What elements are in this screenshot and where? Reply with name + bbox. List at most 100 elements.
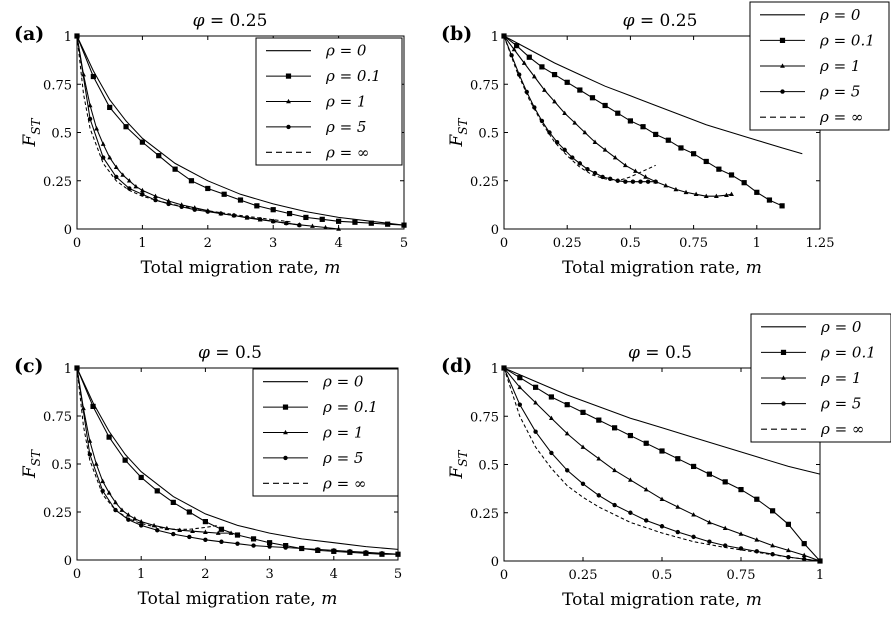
data-point <box>643 174 648 179</box>
data-point <box>612 425 618 431</box>
data-point <box>100 141 106 146</box>
data-point <box>554 139 560 145</box>
data-point <box>532 105 537 110</box>
y-tick-label: 0.5 <box>478 459 499 474</box>
y-tick-label: 0.75 <box>470 78 499 93</box>
data-point <box>517 402 522 407</box>
series-0 <box>503 35 803 155</box>
data-point <box>106 490 112 495</box>
series-line <box>503 35 783 207</box>
series-line <box>76 367 399 550</box>
data-point <box>612 502 617 508</box>
data-point <box>539 64 545 70</box>
x-tick-label: 5 <box>394 567 402 582</box>
series-3 <box>501 33 658 184</box>
data-point <box>786 554 791 560</box>
data-point <box>580 481 586 486</box>
data-point <box>585 166 590 172</box>
x-tick-label: 2 <box>204 236 212 251</box>
y-axis-label-main: F <box>447 134 467 148</box>
data-point <box>231 213 237 218</box>
data-point <box>663 182 669 188</box>
data-point <box>602 102 608 109</box>
data-point <box>153 197 158 203</box>
chart-title: φ = 0.5 <box>628 343 692 363</box>
legend-marker <box>283 429 288 435</box>
data-point <box>139 523 144 528</box>
legend: ρ = 0 ρ = 0.1 ρ = 1 ρ = 5 ρ = ∞ <box>750 313 891 443</box>
y-tick-label: 0 <box>64 554 72 569</box>
data-point <box>251 543 256 548</box>
data-point <box>106 434 112 440</box>
x-tick-label: 1 <box>816 568 824 583</box>
data-point <box>524 89 529 95</box>
data-point <box>754 549 759 554</box>
legend-entry: ρ = ∞ <box>819 108 863 126</box>
y-axis-label: FST <box>20 449 43 479</box>
x-tick-label: 5 <box>400 236 408 251</box>
x-tick-label: 1.25 <box>806 236 835 251</box>
data-point <box>582 129 588 135</box>
data-point <box>738 546 744 551</box>
data-point <box>640 124 646 130</box>
series-4 <box>76 35 293 223</box>
legend-entry: ρ = 1 <box>322 424 363 442</box>
data-point <box>368 220 374 226</box>
data-point <box>254 203 260 209</box>
data-point <box>323 224 328 230</box>
data-point <box>521 60 527 65</box>
data-point <box>549 450 554 456</box>
data-point <box>154 488 160 494</box>
data-point <box>138 474 144 481</box>
data-point <box>284 221 289 226</box>
x-tick-label: 1 <box>138 236 146 251</box>
data-point <box>691 512 696 517</box>
data-point <box>531 73 537 79</box>
data-point <box>675 456 681 462</box>
x-axis-label-text: Total migration rate, <box>562 590 746 610</box>
data-point <box>728 172 735 178</box>
data-point <box>703 193 709 198</box>
series-line <box>503 35 732 197</box>
y-tick-label: 1 <box>491 30 499 45</box>
data-point <box>188 178 195 184</box>
data-point <box>770 542 775 548</box>
y-tick-label: 0.5 <box>51 127 72 142</box>
chart-title: φ = 0.25 <box>193 11 268 31</box>
x-tick-label: 3 <box>269 236 277 251</box>
legend-marker <box>780 89 785 94</box>
data-point <box>693 191 699 197</box>
panel-letter: (c) <box>14 355 44 377</box>
data-point <box>218 211 224 216</box>
data-point <box>754 189 760 195</box>
data-point <box>638 179 643 184</box>
data-point <box>707 539 712 544</box>
x-tick-label: 0 <box>73 567 81 582</box>
data-point <box>113 499 118 505</box>
data-point <box>691 534 696 540</box>
data-point <box>151 522 157 528</box>
legend-entry: ρ = 1 <box>820 369 861 387</box>
data-point <box>94 126 100 131</box>
data-point <box>114 174 119 180</box>
data-point <box>729 191 734 197</box>
x-tick-label: 1 <box>137 567 145 582</box>
legend-entry: ρ = 0 <box>820 318 862 336</box>
legend: ρ = 0 ρ = 0.1 ρ = 1 ρ = 5 ρ = ∞ <box>252 368 399 497</box>
data-point <box>691 463 697 470</box>
x-axis-label-var: m <box>746 258 762 278</box>
legend-entry: ρ = 0.1 <box>322 398 378 416</box>
legend: ρ = 0 ρ = 0.1 ρ = 1 ρ = 5 ρ = ∞ <box>255 37 403 166</box>
data-point <box>385 221 391 227</box>
data-point <box>786 547 791 553</box>
y-tick-label: 0 <box>491 223 499 238</box>
data-point <box>235 541 240 546</box>
data-point <box>564 79 570 85</box>
title-symbol: φ <box>198 343 210 363</box>
y-tick-label: 0.75 <box>43 410 72 425</box>
data-point <box>87 438 93 443</box>
data-point <box>517 384 523 390</box>
data-point <box>271 219 276 224</box>
data-point <box>703 158 709 165</box>
data-point <box>125 512 131 517</box>
